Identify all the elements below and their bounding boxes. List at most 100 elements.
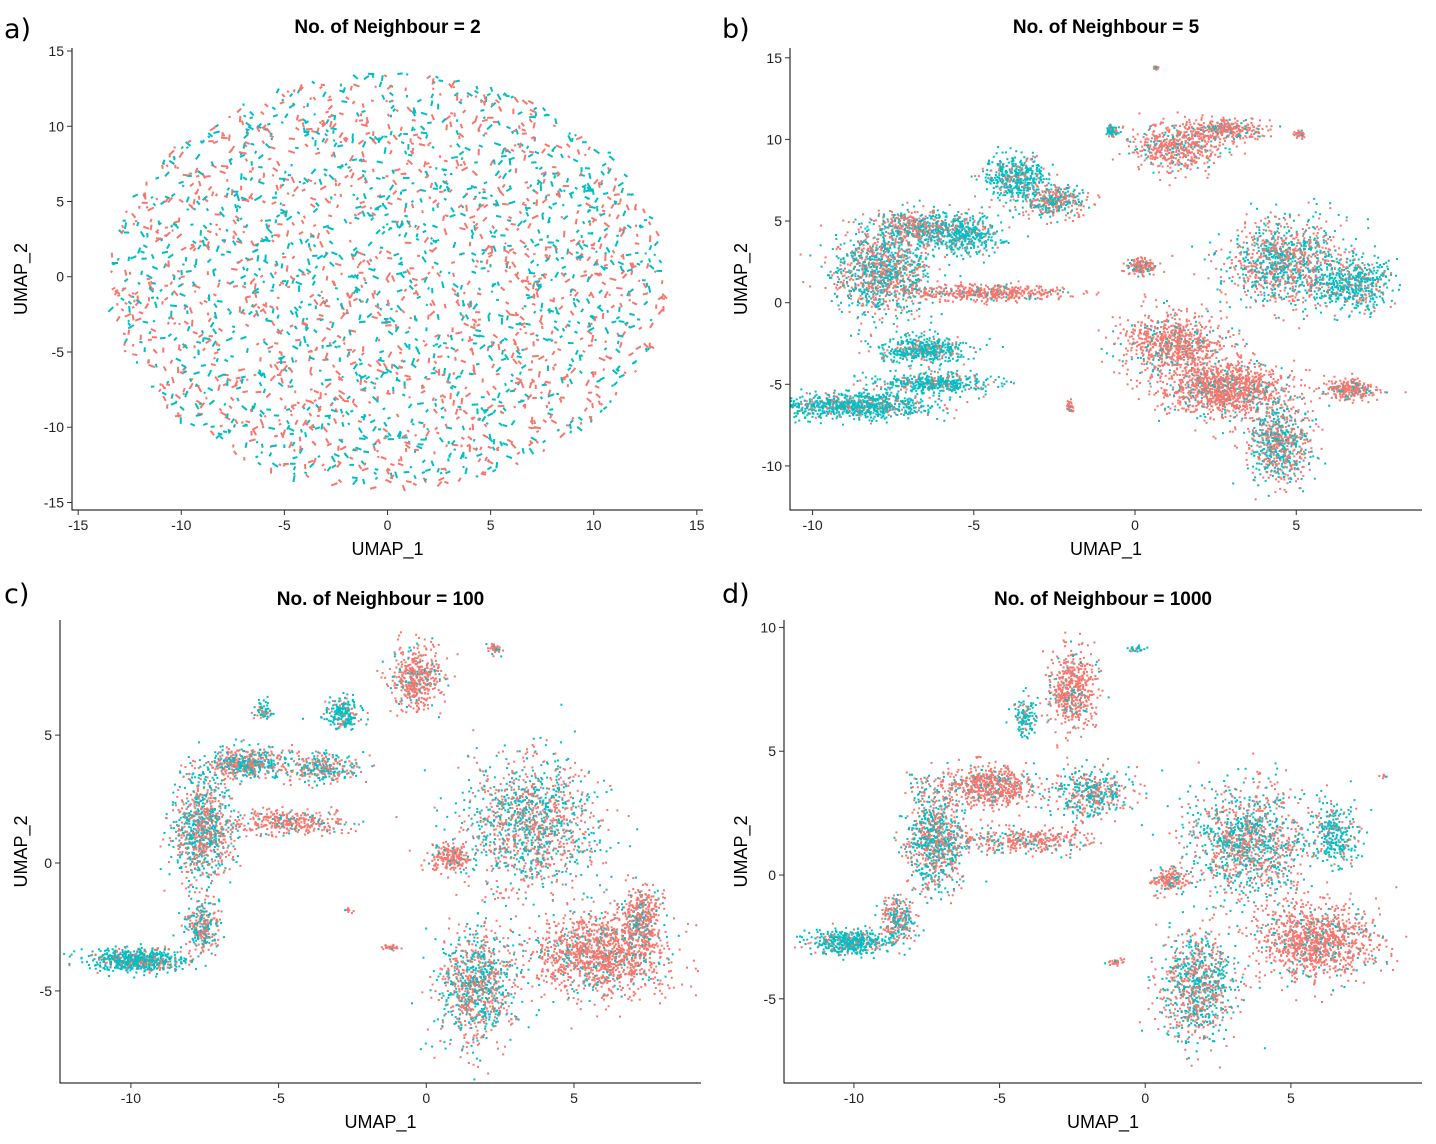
point [914, 266, 917, 269]
point [446, 355, 450, 359]
point [878, 407, 881, 410]
point [123, 342, 126, 346]
point [280, 377, 284, 384]
point [455, 159, 460, 167]
point [929, 380, 932, 383]
point [880, 416, 883, 419]
point [313, 328, 318, 334]
point [811, 407, 814, 410]
point [871, 258, 874, 261]
point [858, 243, 861, 246]
point [500, 154, 507, 158]
point [455, 416, 461, 420]
point [525, 145, 530, 150]
point [354, 118, 358, 123]
point [889, 210, 892, 213]
point [429, 242, 434, 246]
point [883, 262, 886, 265]
point [385, 250, 392, 255]
point [541, 106, 547, 112]
point [936, 418, 939, 421]
point [327, 226, 334, 231]
point [947, 371, 950, 374]
point [816, 413, 819, 416]
point [432, 366, 436, 371]
point [994, 378, 997, 381]
point [562, 189, 566, 193]
point [387, 416, 391, 420]
point [887, 398, 890, 401]
point [485, 259, 489, 265]
point [271, 201, 277, 205]
point [864, 313, 867, 316]
point [490, 245, 494, 253]
point [249, 116, 254, 120]
point [608, 155, 615, 162]
point [829, 406, 832, 409]
point [626, 224, 632, 229]
point [872, 261, 875, 264]
point [948, 389, 951, 392]
point [837, 411, 840, 414]
point [860, 254, 863, 257]
point [505, 454, 513, 460]
point [380, 456, 387, 461]
point [170, 393, 174, 399]
point [257, 180, 265, 185]
point [589, 291, 595, 299]
point [912, 252, 915, 255]
point [193, 264, 197, 269]
point [865, 389, 868, 392]
point [881, 404, 884, 407]
point [555, 256, 560, 262]
point [975, 382, 978, 385]
point [302, 419, 308, 427]
point [451, 261, 456, 264]
point [357, 139, 365, 145]
point [873, 269, 876, 272]
point [368, 267, 375, 272]
point [892, 322, 895, 325]
point [440, 415, 445, 419]
point [213, 303, 218, 309]
point [406, 429, 410, 433]
point [469, 325, 476, 330]
point [375, 359, 382, 367]
point [973, 283, 976, 286]
point [150, 287, 155, 291]
point [877, 257, 880, 260]
point [148, 330, 152, 335]
point [239, 153, 246, 158]
point [178, 198, 184, 204]
point [339, 445, 347, 451]
point [273, 271, 277, 275]
point [311, 130, 316, 133]
point [909, 252, 912, 255]
point [542, 448, 546, 453]
point [547, 393, 555, 398]
point [915, 389, 918, 392]
point [838, 401, 841, 404]
point [806, 405, 809, 408]
point [982, 387, 985, 390]
point [835, 417, 838, 420]
point [332, 397, 337, 402]
point [873, 242, 876, 245]
point [290, 405, 295, 411]
point [843, 410, 846, 413]
point [150, 253, 155, 260]
point [333, 114, 337, 121]
point [843, 242, 846, 245]
point [541, 214, 545, 220]
point [852, 288, 855, 291]
point [856, 301, 859, 304]
point [420, 111, 428, 116]
point [396, 197, 402, 201]
point [434, 369, 439, 374]
point [915, 381, 918, 384]
point [555, 239, 560, 243]
point [846, 404, 849, 407]
point [489, 230, 493, 235]
point [432, 353, 436, 359]
point [475, 85, 479, 90]
